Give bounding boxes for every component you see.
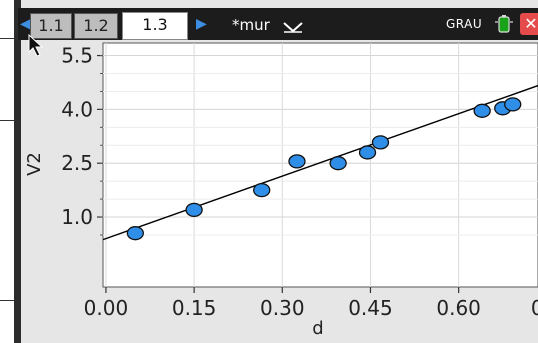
document-name[interactable]: *mur (232, 16, 270, 34)
right-arrow-icon[interactable]: ▶ (196, 16, 207, 32)
x-tick-label: 0.7 (531, 296, 538, 320)
data-point[interactable] (126, 226, 144, 241)
x-tick-label: 0.00 (84, 296, 129, 320)
data-point[interactable] (358, 145, 377, 160)
battery-icon (495, 15, 513, 33)
chevron-down-icon[interactable] (283, 21, 303, 33)
y-tick-label: 2.5 (61, 151, 93, 175)
y-tick-label: 5.5 (61, 44, 93, 68)
data-point[interactable] (329, 156, 347, 171)
angle-mode-status: GRAU (446, 17, 483, 31)
left-rail (14, 0, 21, 343)
regression-line[interactable] (102, 84, 538, 241)
side-mark (0, 120, 14, 121)
side-mark (0, 38, 14, 39)
y-axis-label: V2 (24, 152, 45, 176)
x-tick-label: 0.15 (172, 296, 217, 320)
plot-area[interactable] (102, 42, 538, 288)
left-arrow-icon[interactable]: ◀ (20, 16, 31, 32)
title-bar: ◀ 1.1 1.2 1.3 ▶ *mur GRAU ✕ (18, 8, 538, 40)
data-point[interactable] (473, 103, 491, 118)
close-icon[interactable]: ✕ (520, 13, 538, 35)
side-mark (0, 300, 14, 301)
y-tick-label: 4.0 (61, 97, 93, 121)
mouse-pointer-icon (28, 34, 44, 57)
data-point[interactable] (253, 182, 271, 198)
tab-1-1[interactable]: 1.1 (30, 13, 72, 39)
x-tick-label: 0.60 (436, 296, 481, 320)
data-point[interactable] (371, 135, 390, 150)
tab-1-2[interactable]: 1.2 (74, 13, 118, 39)
data-point[interactable] (288, 154, 306, 169)
data-point[interactable] (185, 202, 203, 218)
tab-1-3[interactable]: 1.3 (122, 12, 188, 40)
y-tick-label: 1.0 (61, 205, 93, 229)
data-point[interactable] (504, 97, 522, 112)
x-tick-label: 0.45 (348, 296, 393, 320)
x-tick-label: 0.30 (260, 296, 305, 320)
x-axis-label: d (312, 318, 323, 339)
